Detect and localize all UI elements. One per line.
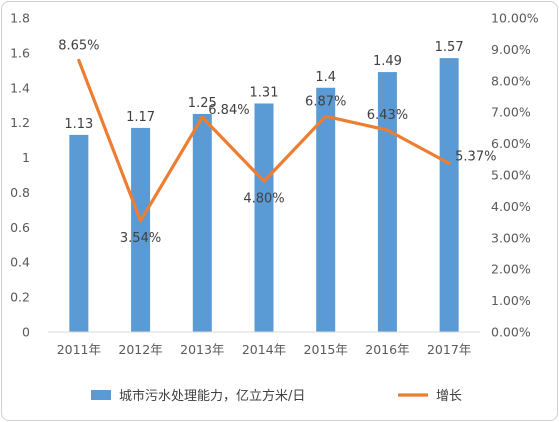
y-left-tick-label: 0.4 <box>10 255 30 270</box>
bar <box>192 113 212 332</box>
bar <box>69 134 89 332</box>
y-left-tick-label: 1 <box>22 150 30 165</box>
x-tick-label: 2014年 <box>242 342 286 357</box>
legend-swatch-bar <box>91 390 111 400</box>
y-left-tick-label: 0.6 <box>10 220 30 235</box>
bar <box>131 127 151 333</box>
bar <box>254 103 274 332</box>
y-left-tick-label: 0.2 <box>10 290 30 305</box>
x-tick-label: 2013年 <box>180 342 224 357</box>
bar-value-label: 1.49 <box>373 54 402 69</box>
bar-value-label: 1.31 <box>250 85 279 100</box>
line-value-label: 8.65% <box>58 38 99 53</box>
y-left-tick-label: 1.6 <box>10 45 30 60</box>
y-right-tick-label: 5.00% <box>491 168 531 183</box>
y-right-tick-label: 4.00% <box>491 199 531 214</box>
y-right-tick-label: 10.00% <box>491 11 539 26</box>
line-value-label: 6.43% <box>367 108 408 123</box>
line-value-label: 6.87% <box>305 94 346 109</box>
line-value-label: 4.80% <box>243 191 284 206</box>
line-value-label: 5.37% <box>455 149 496 164</box>
y-right-tick-label: 7.00% <box>491 105 531 120</box>
y-right-tick-label: 1.00% <box>491 293 531 308</box>
x-tick-label: 2011年 <box>57 342 101 357</box>
bar <box>316 87 336 333</box>
y-right-tick-label: 9.00% <box>491 42 531 57</box>
y-right-tick-label: 3.00% <box>491 230 531 245</box>
bar-value-label: 1.13 <box>64 117 93 132</box>
y-right-tick-label: 8.00% <box>491 73 531 88</box>
y-right-tick-label: 0.00% <box>491 325 531 340</box>
line-value-label: 6.84% <box>208 103 249 118</box>
x-tick-label: 2016年 <box>365 342 409 357</box>
bar-value-label: 1.4 <box>315 70 336 85</box>
x-tick-label: 2012年 <box>118 342 162 357</box>
bar <box>439 58 459 332</box>
legend-label-bar: 城市污水处理能力，亿立方米/日 <box>119 388 305 404</box>
line-value-label: 3.54% <box>120 231 161 246</box>
bar-value-label: 1.57 <box>435 40 464 55</box>
growth-line <box>77 58 451 223</box>
bar-value-label: 1.17 <box>126 110 155 125</box>
x-tick-label: 2015年 <box>304 342 348 357</box>
bar-value-label: 1.25 <box>188 96 217 111</box>
legend-label-line: 增长 <box>436 389 462 404</box>
y-left-tick-label: 1.2 <box>10 115 30 130</box>
y-left-tick-label: 1.4 <box>10 80 30 95</box>
y-left-tick-label: 1.8 <box>10 11 30 26</box>
x-tick-label: 2017年 <box>427 342 471 357</box>
y-left-tick-label: 0.8 <box>10 185 30 200</box>
y-left-tick-label: 0 <box>22 325 30 340</box>
legend: 城市污水处理能力，亿立方米/日 增长 <box>91 388 462 404</box>
y-right-tick-label: 6.00% <box>491 136 531 151</box>
y-right-tick-label: 2.00% <box>491 262 531 277</box>
bar <box>377 72 397 333</box>
